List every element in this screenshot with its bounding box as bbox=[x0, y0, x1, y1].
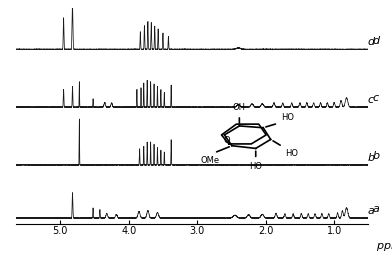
Text: $\mathit{d}$: $\mathit{d}$ bbox=[372, 34, 381, 45]
Text: HO: HO bbox=[249, 162, 262, 171]
Text: $\mathit{c}$: $\mathit{c}$ bbox=[367, 95, 375, 105]
Text: $\mathit{b}$: $\mathit{b}$ bbox=[367, 151, 376, 163]
Text: HO: HO bbox=[281, 113, 294, 122]
Text: HO: HO bbox=[285, 149, 299, 158]
Text: OMe: OMe bbox=[200, 155, 219, 165]
Text: OH: OH bbox=[233, 103, 246, 112]
Text: $ppm$: $ppm$ bbox=[376, 241, 392, 253]
Text: O: O bbox=[223, 136, 230, 145]
Text: $\mathit{a}$: $\mathit{a}$ bbox=[367, 206, 375, 216]
Text: $\mathit{d}$: $\mathit{d}$ bbox=[367, 35, 376, 48]
Text: $\mathit{a}$: $\mathit{a}$ bbox=[372, 204, 380, 214]
Text: $\mathit{c}$: $\mathit{c}$ bbox=[372, 93, 380, 103]
Text: $\mathit{b}$: $\mathit{b}$ bbox=[372, 149, 381, 161]
